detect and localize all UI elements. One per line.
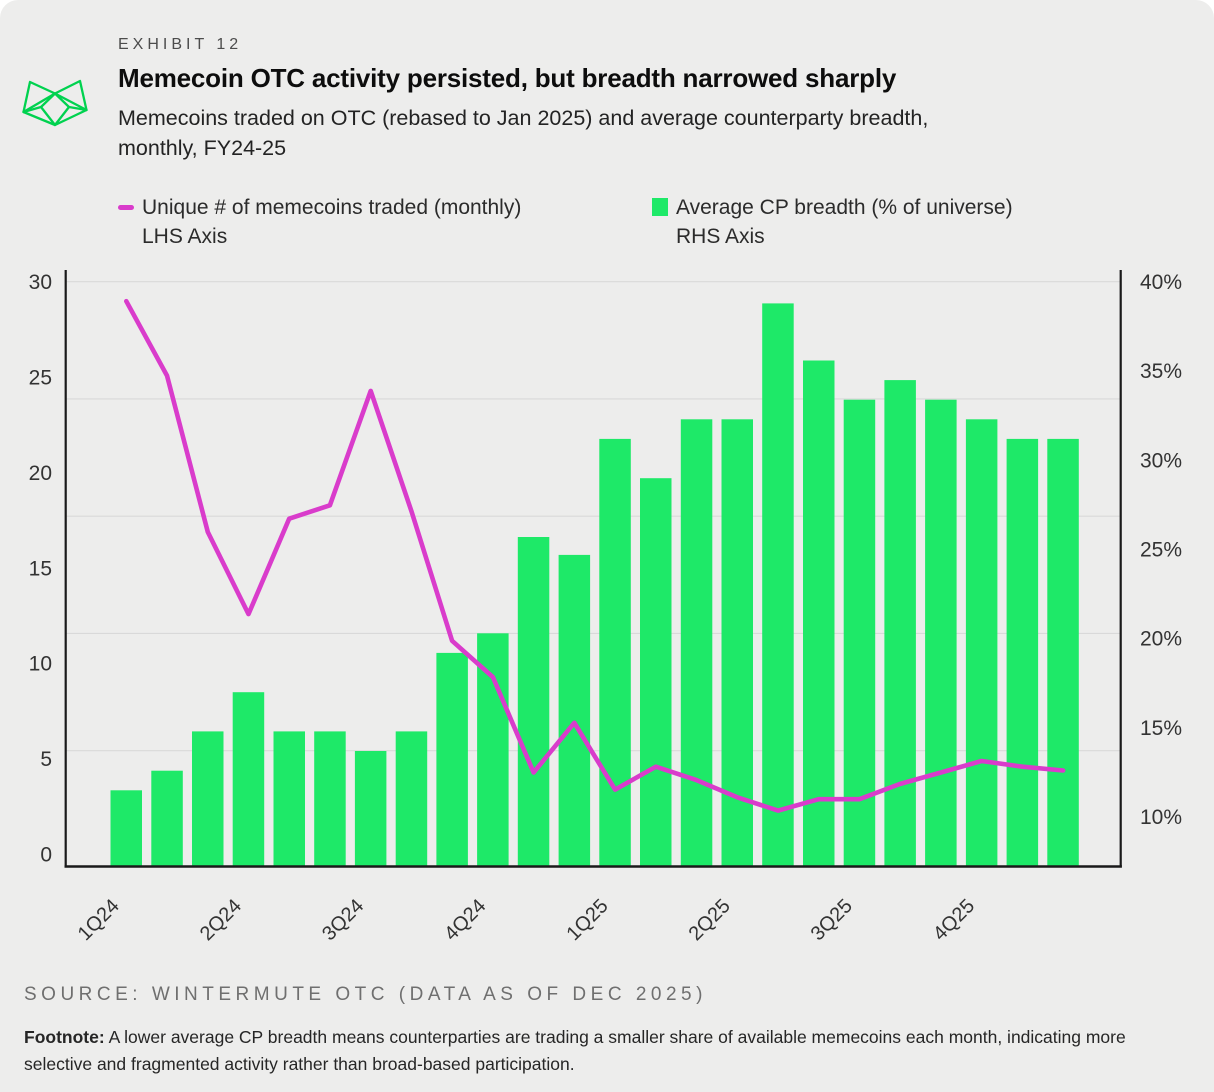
bar [558,554,591,867]
svg-text:2Q25: 2Q25 [685,895,735,945]
legend-item-bar: Average CP breadth (% of universe) RHS A… [652,193,1013,251]
svg-text:25%: 25% [1140,539,1182,562]
bar [1006,438,1039,867]
svg-text:25: 25 [29,367,52,390]
subtitle-line2: monthly, FY24-25 [118,136,287,160]
bar [884,380,916,867]
legend-item-line: Unique # of memecoins traded (monthly) L… [118,193,521,251]
svg-text:5: 5 [40,748,52,771]
gridlines [65,281,1121,752]
bar [517,537,550,867]
right-axis-labels: 10% 15% 20% 25% 30% 35% 40% [1140,271,1182,829]
logo-icon [22,79,88,127]
x-axis-labels: 1Q24 2Q24 3Q24 4Q24 1Q25 2Q25 3Q25 4Q25 [74,895,979,945]
svg-text:30: 30 [29,271,52,294]
subtitle-line1: Memecoins traded on OTC (rebased to Jan … [118,106,929,130]
svg-text:10: 10 [29,653,52,676]
bar [762,303,794,867]
svg-text:1Q24: 1Q24 [74,895,124,945]
svg-text:0: 0 [40,844,52,867]
bar [232,692,265,867]
bar [965,419,998,867]
bar [395,731,428,867]
footnote-text: A lower average CP breadth means counter… [24,1027,1126,1074]
legend-bar-text: Average CP breadth (% of universe) RHS A… [676,193,1013,251]
legend-line-text: Unique # of memecoins traded (monthly) L… [142,193,521,251]
footnote-label: Footnote: [24,1027,105,1047]
bar [151,770,183,867]
legend-bar-sublabel: RHS Axis [676,225,765,248]
left-axis-labels: 0 5 10 15 20 25 30 [29,271,52,866]
svg-text:35%: 35% [1140,360,1182,383]
line-series [124,298,1066,813]
source-line: SOURCE: WINTERMUTE OTC (DATA AS OF DEC 2… [24,984,707,1005]
bar [1047,438,1079,867]
bar [110,790,142,867]
bar [436,652,468,867]
wintermute-logo [22,76,90,135]
svg-text:4Q24: 4Q24 [440,895,490,945]
bar [640,478,672,867]
svg-text:3Q25: 3Q25 [807,895,857,945]
bar [192,731,224,867]
chart-area: 0 5 10 15 20 25 30 10% 15% 20% 25% 30% 35% 40% 1Q24 2Q2… [0,255,1214,985]
legend-line-label: Unique # of memecoins traded (monthly) [142,196,522,219]
bar [354,751,387,867]
bar [273,731,305,867]
svg-text:20: 20 [29,462,52,485]
svg-text:2Q24: 2Q24 [196,895,246,945]
bar-swatch-icon [652,198,668,216]
axis-spines [64,270,1122,868]
bar [477,633,509,867]
bars-series [110,303,1079,867]
svg-text:15: 15 [29,557,52,580]
bar [599,438,631,867]
legend-line-sublabel: LHS Axis [142,225,228,248]
svg-text:4Q25: 4Q25 [929,895,979,945]
svg-text:10%: 10% [1140,806,1182,829]
bar [314,731,346,867]
line-swatch-icon [118,205,134,210]
svg-text:3Q24: 3Q24 [318,895,368,945]
svg-text:40%: 40% [1140,271,1182,294]
svg-text:1Q25: 1Q25 [562,895,612,945]
footnote: Footnote: A lower average CP breadth mea… [24,1024,1194,1078]
svg-text:20%: 20% [1140,628,1182,651]
chart-subtitle: Memecoins traded on OTC (rebased to Jan … [118,103,1178,163]
exhibit-label: EXHIBIT 12 [118,36,243,53]
chart-svg: 0 5 10 15 20 25 30 10% 15% 20% 25% 30% 35% 40% 1Q24 2Q2… [29,270,1182,945]
svg-text:30%: 30% [1140,449,1182,472]
bar [843,399,876,867]
bar [803,360,835,867]
page-title: Memecoin OTC activity persisted, but bre… [118,63,897,93]
bar [680,419,713,867]
bar [925,399,957,867]
svg-text:15%: 15% [1140,717,1182,740]
legend-bar-label: Average CP breadth (% of universe) [676,196,1013,219]
